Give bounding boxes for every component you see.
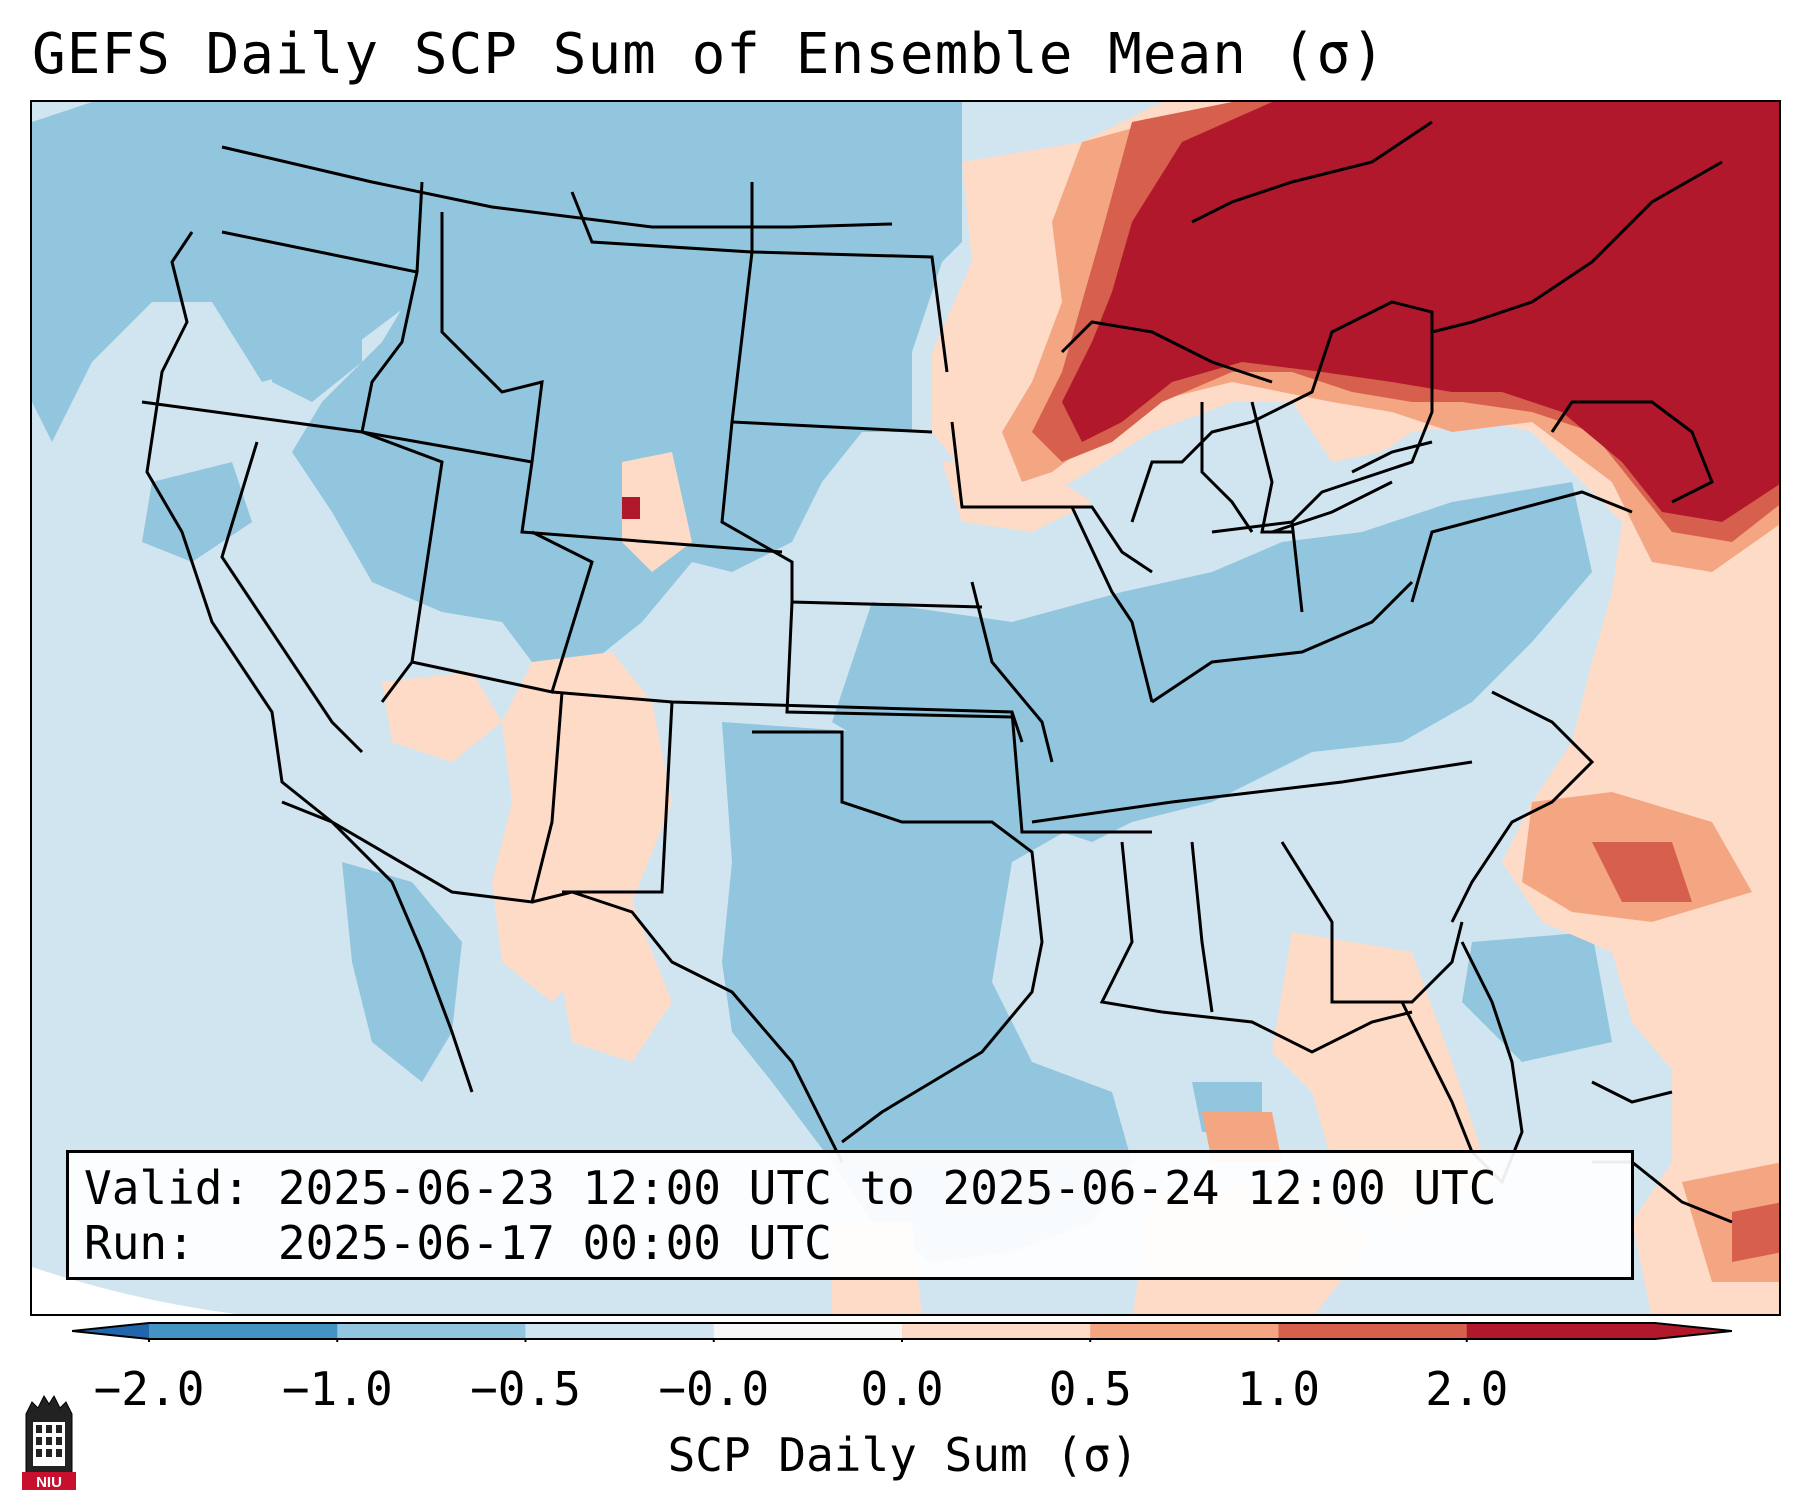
projection-corner xyxy=(32,1267,236,1314)
colorbar-tick-label: 1.0 xyxy=(1236,1362,1321,1416)
map-title: GEFS Daily SCP Sum of Ensemble Mean (σ) xyxy=(32,22,1386,87)
colorbar xyxy=(72,1322,1732,1342)
scp-field-map xyxy=(32,102,1779,1314)
colorbar-tick-label: −0.5 xyxy=(470,1362,581,1416)
map-panel xyxy=(30,100,1781,1316)
niu-tower-icon: NIU xyxy=(22,1394,76,1491)
colorbar-tick-label: −0.0 xyxy=(658,1362,770,1416)
colorbar-segment xyxy=(713,1323,903,1339)
valid-value: 2025-06-23 12:00 UTC to 2025-06-24 12:00… xyxy=(277,1161,1497,1215)
colorbar-under-extend xyxy=(72,1323,149,1339)
colorbar-tick-label: −1.0 xyxy=(281,1362,393,1416)
colorbar-outline xyxy=(72,1322,1732,1340)
logo-text: NIU xyxy=(36,1474,62,1491)
colorbar-tick-label: 0.0 xyxy=(860,1362,944,1416)
colorbar-tick-label: 2.0 xyxy=(1425,1362,1509,1416)
colorbar-segment xyxy=(525,1323,715,1339)
colorbar-segment xyxy=(1278,1323,1468,1339)
colorbar-segment xyxy=(149,1323,338,1339)
field-positive-extreme xyxy=(622,102,1779,522)
colorbar-segment xyxy=(902,1323,1091,1339)
colorbar-over-extend xyxy=(1655,1323,1732,1339)
run-label: Run: xyxy=(84,1216,195,1270)
colorbar-tick-label: 0.5 xyxy=(1048,1362,1132,1416)
colorbar-label: SCP Daily Sum (σ) xyxy=(667,1428,1139,1482)
field-negative-regions xyxy=(32,102,1612,1262)
colorbar-segment xyxy=(1090,1323,1279,1339)
colorbar-tick-label: −2.0 xyxy=(93,1362,205,1416)
valid-label: Valid: xyxy=(84,1161,251,1215)
colorbar-segment xyxy=(1466,1323,1656,1339)
validity-info-box: Valid: 2025-06-23 12:00 UTC to 2025-06-2… xyxy=(66,1150,1634,1280)
run-value: 2025-06-17 00:00 UTC xyxy=(277,1216,832,1270)
state-borders xyxy=(141,120,1733,1224)
colorbar-segment xyxy=(337,1323,526,1339)
